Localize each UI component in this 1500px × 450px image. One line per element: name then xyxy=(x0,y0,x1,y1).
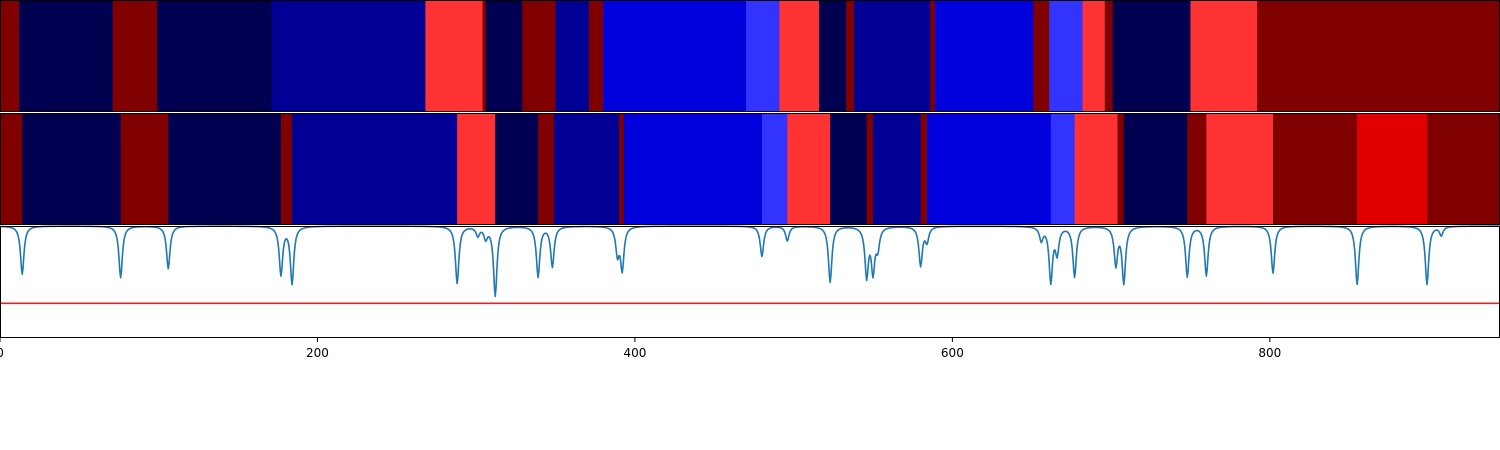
x-tick-label: 800 xyxy=(1258,346,1281,360)
top-heatmap-segment xyxy=(482,0,487,112)
line-plot-panel xyxy=(0,225,1500,305)
top-heatmap-segment xyxy=(1104,0,1114,112)
top-heatmap-segment xyxy=(1112,0,1192,112)
top-heatmap-segment xyxy=(1033,0,1050,112)
middle-heatmap-segment xyxy=(280,113,293,225)
x-tick-label: 200 xyxy=(306,346,329,360)
top-heatmap-segment xyxy=(934,0,1034,112)
middle-heatmap-segment xyxy=(866,113,874,225)
middle-heatmap-segment xyxy=(1123,113,1188,225)
x-tick-label: 400 xyxy=(623,346,646,360)
middle-heatmap-segment xyxy=(0,113,23,225)
top-heatmap-segment xyxy=(1257,0,1500,112)
middle-heatmap-segment xyxy=(22,113,122,225)
heatmap-top-panel xyxy=(0,0,1500,112)
top-heatmap-segment xyxy=(522,0,557,112)
middle-heatmap-segment xyxy=(1426,113,1500,225)
x-axis: 0 200 400 600 800 xyxy=(0,338,1281,360)
top-heatmap-segment xyxy=(19,0,114,112)
middle-heatmap-segment xyxy=(1117,113,1125,225)
middle-heatmap-segment xyxy=(538,113,555,225)
middle-heatmap-segment xyxy=(619,113,625,225)
middle-heatmap-segment xyxy=(920,113,928,225)
heatmap-middle-panel xyxy=(0,113,1500,225)
middle-heatmap-segment xyxy=(292,113,458,225)
middle-heatmap-segment xyxy=(830,113,868,225)
top-heatmap-segment xyxy=(1049,0,1084,112)
top-heatmap-segment xyxy=(0,0,20,112)
middle-heatmap-segment xyxy=(120,113,169,225)
middle-heatmap-segment xyxy=(926,113,1052,225)
middle-heatmap-segment xyxy=(1206,113,1274,225)
signal-line xyxy=(0,225,1500,298)
middle-heatmap-segment xyxy=(873,113,922,225)
middle-heatmap-segment xyxy=(553,113,620,225)
top-heatmap-segment xyxy=(157,0,273,112)
top-heatmap-segment xyxy=(779,0,820,112)
top-heatmap-segment xyxy=(819,0,847,112)
middle-heatmap-segment xyxy=(623,113,763,225)
top-heatmap-segment xyxy=(271,0,426,112)
top-heatmap-segment xyxy=(930,0,936,112)
middle-heatmap-segment xyxy=(761,113,788,225)
top-heatmap-segment xyxy=(1082,0,1106,112)
top-heatmap-segment xyxy=(603,0,747,112)
middle-heatmap-segment xyxy=(495,113,539,225)
middle-heatmap-segment xyxy=(1050,113,1076,225)
top-heatmap-segment xyxy=(746,0,780,112)
top-heatmap-segment xyxy=(425,0,484,112)
top-heatmap-segment xyxy=(853,0,931,112)
top-heatmap-segment xyxy=(485,0,523,112)
x-tick-label: 0 xyxy=(0,346,4,360)
top-heatmap-segment xyxy=(1190,0,1258,112)
middle-heatmap-segment xyxy=(1273,113,1358,225)
middle-heatmap-segment xyxy=(168,113,282,225)
middle-heatmap-segment xyxy=(1187,113,1207,225)
top-heatmap-segment xyxy=(555,0,590,112)
bottom-axes-frame xyxy=(0,226,1500,338)
middle-heatmap-segment xyxy=(787,113,831,225)
top-heatmap-segment xyxy=(112,0,158,112)
middle-heatmap-segment xyxy=(457,113,496,225)
middle-heatmap-segment xyxy=(1357,113,1428,225)
top-heatmap-segment xyxy=(588,0,604,112)
top-heatmap-segment xyxy=(846,0,855,112)
middle-heatmap-segment xyxy=(1074,113,1119,225)
x-tick-label: 600 xyxy=(941,346,964,360)
